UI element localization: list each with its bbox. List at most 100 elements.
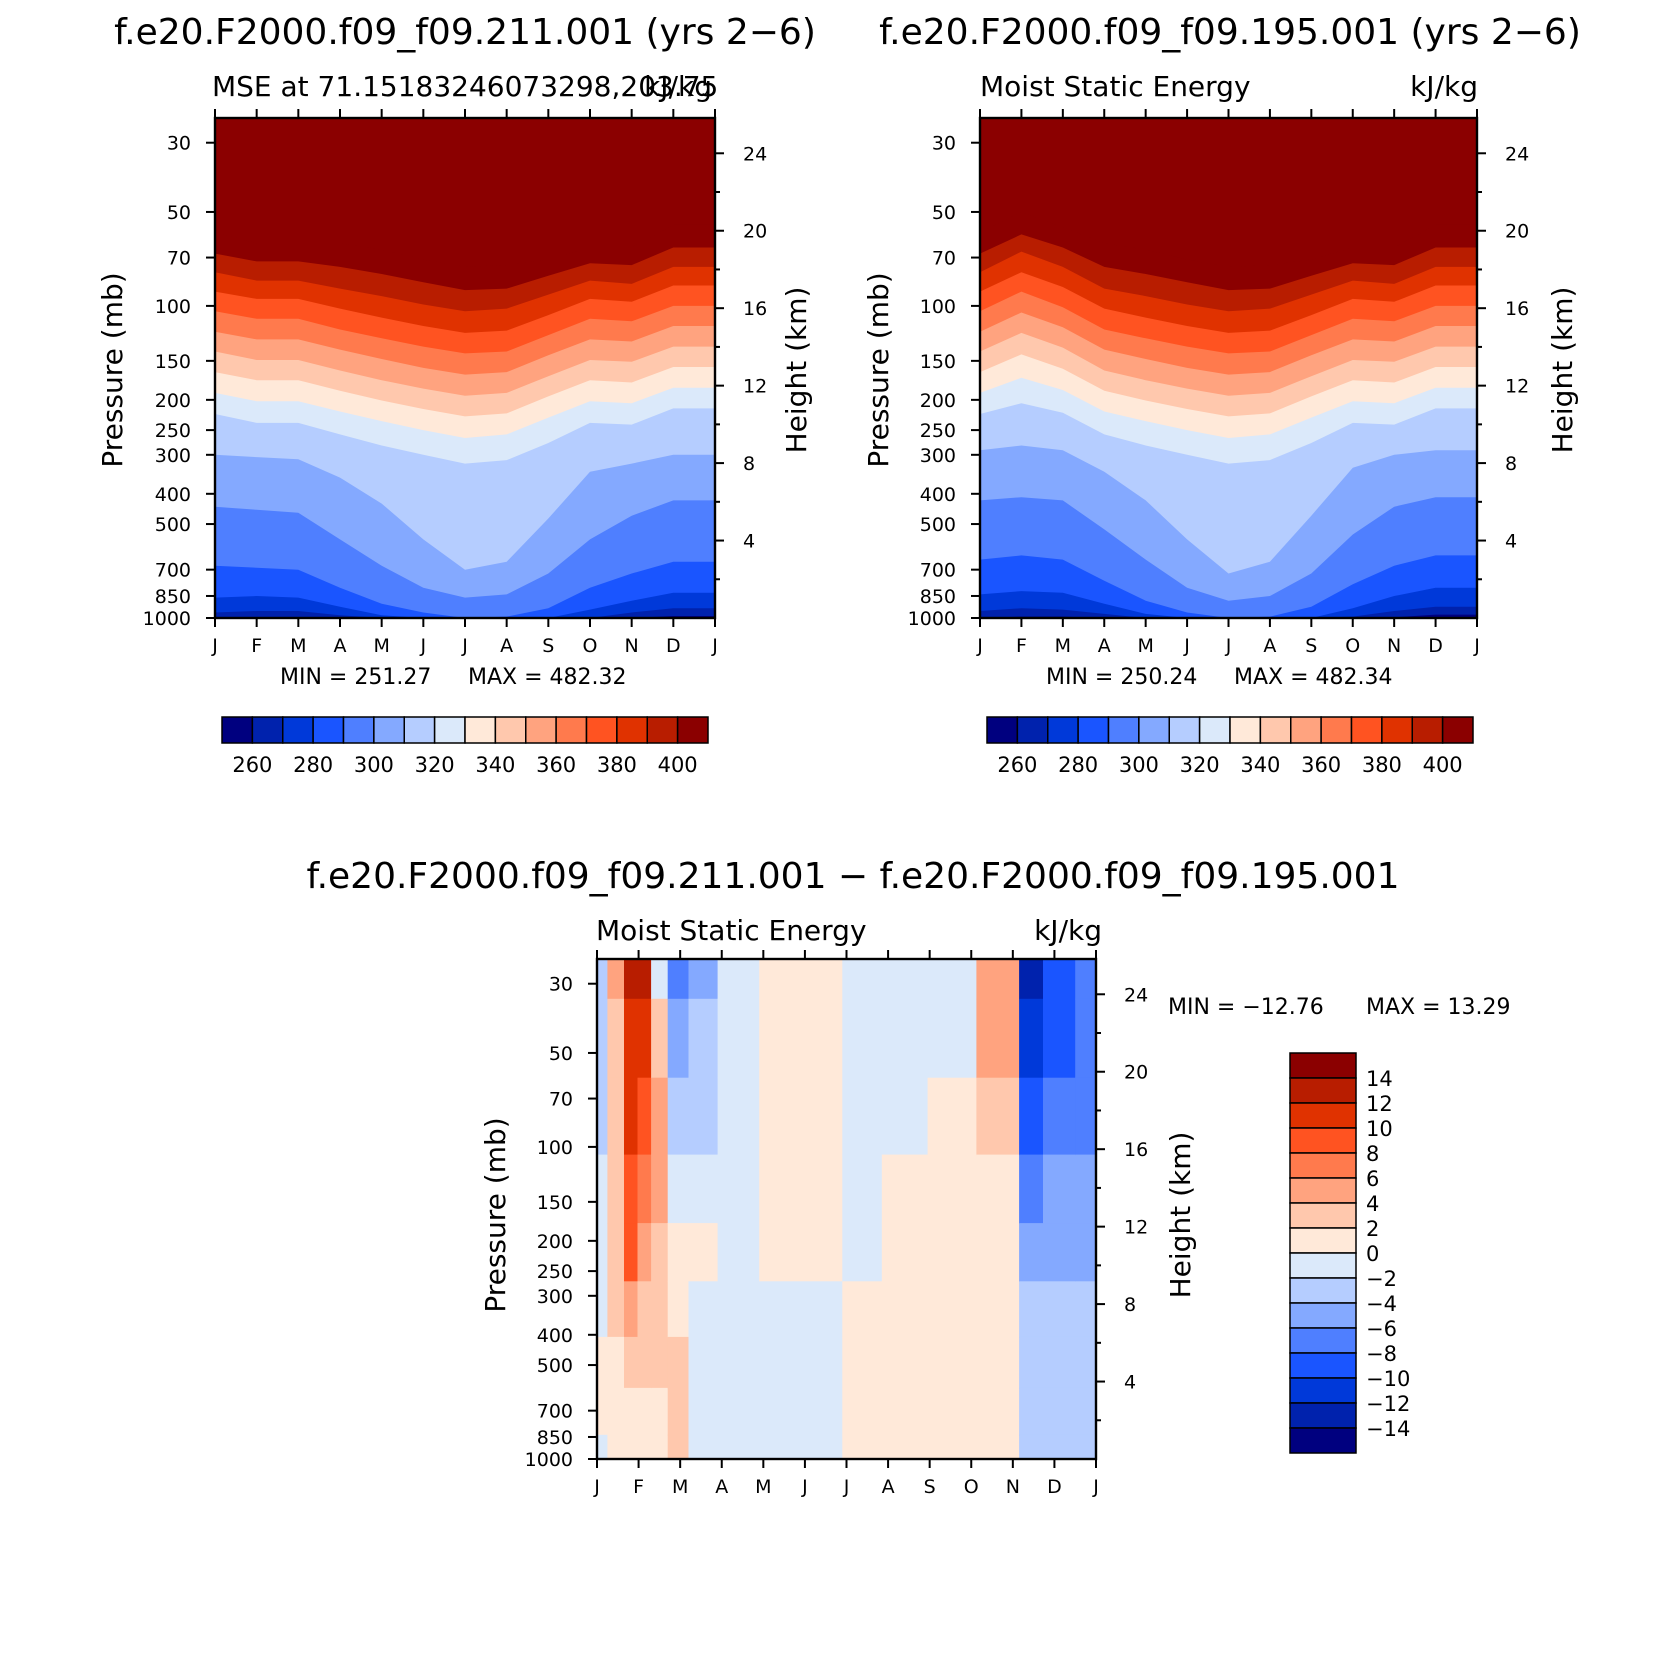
contour-cell [759, 1336, 808, 1389]
colorbar-swatch [494, 716, 527, 744]
colorbar-swatch [1289, 1102, 1357, 1129]
height-tick-label: 16 [1505, 298, 1529, 320]
height-tick-label: 8 [1124, 1294, 1136, 1316]
contour-cell [1075, 998, 1097, 1079]
colorbar-swatch [986, 716, 1019, 744]
contour-cell [637, 1223, 652, 1282]
x-tick-label: M [672, 1476, 688, 1498]
contour-cell [597, 959, 608, 1000]
y-tick-label: 1000 [908, 608, 956, 630]
contour-cell [1043, 998, 1076, 1079]
y-tick-label: 30 [932, 133, 956, 155]
y-tick-label: 500 [155, 514, 191, 536]
colorbar-label: 10 [1366, 1117, 1393, 1141]
x-tick-label: S [542, 635, 554, 657]
colorbar-label: 280 [293, 753, 333, 777]
colorbar-swatch [1289, 1127, 1357, 1154]
contour-cell [976, 1387, 1020, 1436]
colorbar-swatch [1198, 716, 1231, 744]
contour-cell [637, 1434, 652, 1460]
colorbar-swatch [1289, 1377, 1357, 1404]
contour-cell [607, 1077, 625, 1156]
y-tick-label: 200 [537, 1231, 573, 1253]
y-tick-label: 300 [537, 1286, 573, 1308]
contour-cell [688, 998, 719, 1079]
y-tick-label: 100 [537, 1137, 573, 1159]
colorbar-label: −4 [1366, 1292, 1397, 1316]
contour-cell [807, 1077, 843, 1156]
contour-cell [927, 959, 978, 1000]
y-tick-label: 150 [537, 1192, 573, 1214]
contour-cell [624, 959, 639, 1000]
contour-cell [688, 1077, 719, 1156]
contour-cell [1043, 1434, 1076, 1460]
y-tick-label: 70 [167, 248, 191, 270]
x-tick-label: A [715, 1476, 728, 1498]
colorbar-swatch [342, 716, 375, 744]
contour-cell [597, 1387, 608, 1436]
contour-cell [807, 998, 843, 1079]
contour-cell [759, 1077, 808, 1156]
colorbar-label: −2 [1366, 1267, 1397, 1291]
y-tick-label: 850 [920, 586, 956, 608]
y-tick-label: 50 [932, 202, 956, 224]
contour-cell [624, 998, 639, 1079]
panel-units: kJ/kg [1034, 914, 1102, 947]
contour-cell [597, 1223, 608, 1282]
contour-cell [667, 1223, 690, 1282]
colorbar-label: 320 [1180, 753, 1220, 777]
colorbar-swatch [1259, 716, 1292, 744]
x-tick-label: J [211, 635, 218, 657]
height-tick-label: 4 [743, 531, 755, 553]
max-label: MAX = 482.34 [1234, 665, 1393, 690]
contour-cell [688, 959, 719, 1000]
y-tick-label: 400 [537, 1325, 573, 1347]
colorbar-label: −12 [1366, 1392, 1410, 1416]
x-tick-label: A [882, 1476, 895, 1498]
colorbar-swatch [1289, 1227, 1357, 1254]
y-tick-label: 200 [155, 390, 191, 412]
panel-title: f.e20.F2000.f09_f09.211.001 − f.e20.F200… [307, 856, 1400, 897]
contour-cell [624, 1336, 639, 1389]
contour-cell [637, 959, 652, 1000]
y-tick-label: 100 [920, 296, 956, 318]
colorbar-label: 300 [354, 753, 394, 777]
contour-cell [688, 1336, 719, 1389]
contour-cell [1075, 1434, 1097, 1460]
contour-cell [717, 1223, 760, 1282]
contour-cell [881, 1223, 929, 1282]
panel-top-left: f.e20.F2000.f09_f09.211.001 (yrs 2−6) MS… [96, 12, 816, 777]
y-tick-label: 700 [155, 560, 191, 582]
x-tick-label: F [251, 635, 262, 657]
contour-cell [607, 1336, 625, 1389]
contour-cell [1019, 1387, 1044, 1436]
contour-cell [597, 1154, 608, 1224]
colorbar-label: 380 [1362, 753, 1402, 777]
y-tick-label: 200 [920, 390, 956, 412]
contour-cell [637, 1281, 652, 1338]
contour-cell [927, 1077, 978, 1156]
height-tick-label: 12 [743, 376, 767, 398]
colorbar-swatch [555, 716, 588, 744]
colorbar-label: 380 [597, 753, 637, 777]
y-axis-label-right: Height (km) [780, 287, 813, 454]
contour-cell [597, 1077, 608, 1156]
y-tick-label: 500 [920, 514, 956, 536]
height-tick-label: 24 [1124, 984, 1148, 1006]
contour-cell [881, 1077, 929, 1156]
x-tick-label: J [711, 635, 718, 657]
contour-cell [651, 959, 669, 1000]
height-tick-label: 12 [1124, 1217, 1148, 1239]
contour-cell [976, 1077, 1020, 1156]
x-tick-label: J [1183, 635, 1190, 657]
colorbar-swatch [1289, 1052, 1357, 1079]
contour-cell [1043, 959, 1076, 1000]
min-label: MIN = 250.24 [1046, 665, 1197, 690]
colorbar-swatch [433, 716, 466, 744]
contour-cell [637, 1387, 652, 1436]
contour-cell [842, 1336, 883, 1389]
contour-cell [842, 1077, 883, 1156]
contour-field [597, 959, 1097, 1460]
y-tick-label: 250 [155, 420, 191, 442]
